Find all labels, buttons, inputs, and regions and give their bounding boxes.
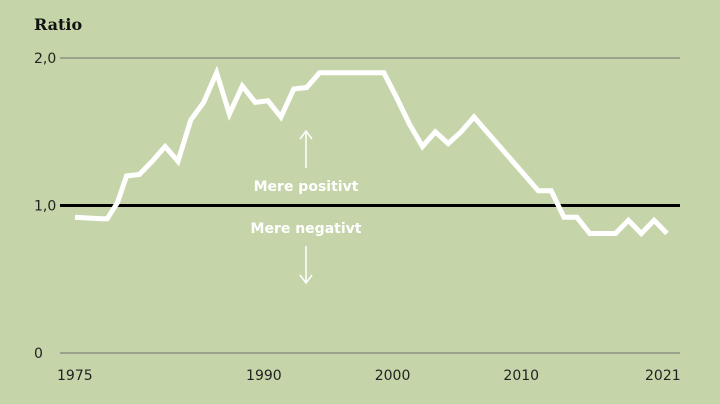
x-tick-label: 1990 bbox=[246, 368, 282, 384]
annotations: Mere positivt Mere negativt bbox=[251, 129, 362, 285]
y-tick-label: 1,0 bbox=[34, 199, 56, 215]
x-tick-labels: 1975 1990 2000 2010 2021 bbox=[57, 368, 681, 384]
x-tick-label: 2000 bbox=[375, 368, 411, 384]
y-tick-label: 0 bbox=[34, 346, 43, 362]
y-tick-label: 2,0 bbox=[34, 51, 56, 67]
y-tick-labels: 0 1,0 2,0 bbox=[34, 51, 56, 362]
annotation-positive: Mere positivt bbox=[254, 179, 359, 195]
annotation-negative: Mere negativt bbox=[251, 221, 362, 237]
x-tick-label: 2010 bbox=[503, 368, 539, 384]
x-tick-label: 1975 bbox=[57, 368, 93, 384]
series-lines bbox=[74, 65, 669, 238]
chart-title: Ratio bbox=[34, 15, 83, 34]
up-arrow-head bbox=[299, 129, 313, 140]
down-arrow-head bbox=[299, 274, 313, 285]
x-tick-label: 2021 bbox=[645, 368, 681, 384]
series-line-0 bbox=[74, 65, 669, 238]
grid-lines bbox=[60, 57, 680, 354]
